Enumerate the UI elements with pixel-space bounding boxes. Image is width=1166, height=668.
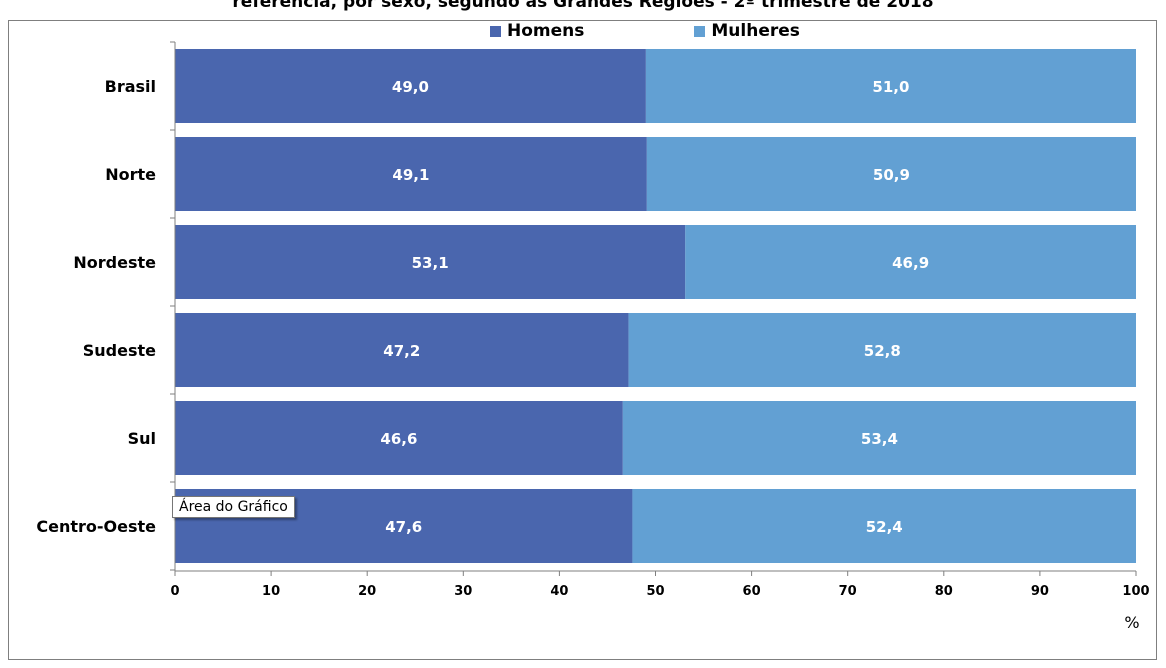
bar-mulheres-sul <box>622 401 1136 475</box>
legend-label-mulheres: Mulheres <box>711 21 800 41</box>
value-tick-label: 90 <box>1031 584 1049 599</box>
value-tick-label: 100 <box>1122 584 1149 599</box>
bar-homens-brasil <box>175 49 646 123</box>
data-label-homens-norte: 49,1 <box>392 166 429 184</box>
data-label-mulheres-centro-oeste: 52,4 <box>866 518 903 536</box>
value-tick-label: 50 <box>646 584 664 599</box>
data-label-mulheres-norte: 50,9 <box>873 166 910 184</box>
data-label-mulheres-brasil: 51,0 <box>872 78 909 96</box>
category-label-sudeste: Sudeste <box>83 341 156 360</box>
value-tick-label: 0 <box>170 584 179 599</box>
data-label-mulheres-nordeste: 46,9 <box>892 254 929 272</box>
value-tick-label: 60 <box>743 584 761 599</box>
legend-swatch-mulheres <box>694 25 706 37</box>
value-tick-label: 80 <box>935 584 953 599</box>
data-label-mulheres-sul: 53,4 <box>861 430 898 448</box>
bar-homens-sul <box>175 401 623 475</box>
bar-mulheres-norte <box>646 137 1136 211</box>
bar-homens-norte <box>175 137 647 211</box>
data-label-homens-sudeste: 47,2 <box>383 342 420 360</box>
data-label-homens-centro-oeste: 47,6 <box>385 518 422 536</box>
legend-item-mulheres: Mulheres <box>694 21 800 41</box>
value-tick-label: 20 <box>358 584 376 599</box>
legend: Homens Mulheres <box>490 18 800 44</box>
bar-mulheres-centro-oeste <box>632 489 1136 563</box>
data-label-mulheres-sudeste: 52,8 <box>864 342 901 360</box>
bar-homens-sudeste <box>175 313 629 387</box>
value-tick-label: 10 <box>262 584 280 599</box>
category-label-norte: Norte <box>105 165 156 184</box>
category-label-brasil: Brasil <box>105 77 156 96</box>
chart-area-tooltip: Área do Gráfico <box>172 496 295 518</box>
value-tick-label: 70 <box>839 584 857 599</box>
value-axis-unit-label: % <box>1124 613 1139 632</box>
bar-mulheres-brasil <box>645 49 1136 123</box>
data-label-homens-nordeste: 53,1 <box>412 254 449 272</box>
category-label-nordeste: Nordeste <box>73 253 156 272</box>
bar-homens-nordeste <box>175 225 686 299</box>
category-label-centro-oeste: Centro-Oeste <box>36 517 156 536</box>
category-label-sul: Sul <box>128 429 156 448</box>
chart-title: referência, por sexo, segundo as Grandes… <box>232 0 934 12</box>
value-tick-label: 40 <box>550 584 568 599</box>
data-label-homens-sul: 46,6 <box>380 430 417 448</box>
legend-item-homens: Homens <box>490 21 584 41</box>
bar-mulheres-nordeste <box>685 225 1136 299</box>
bar-mulheres-sudeste <box>628 313 1136 387</box>
legend-swatch-homens <box>490 25 501 37</box>
data-label-homens-brasil: 49,0 <box>392 78 429 96</box>
value-tick-label: 30 <box>454 584 472 599</box>
legend-label-homens: Homens <box>507 21 585 41</box>
